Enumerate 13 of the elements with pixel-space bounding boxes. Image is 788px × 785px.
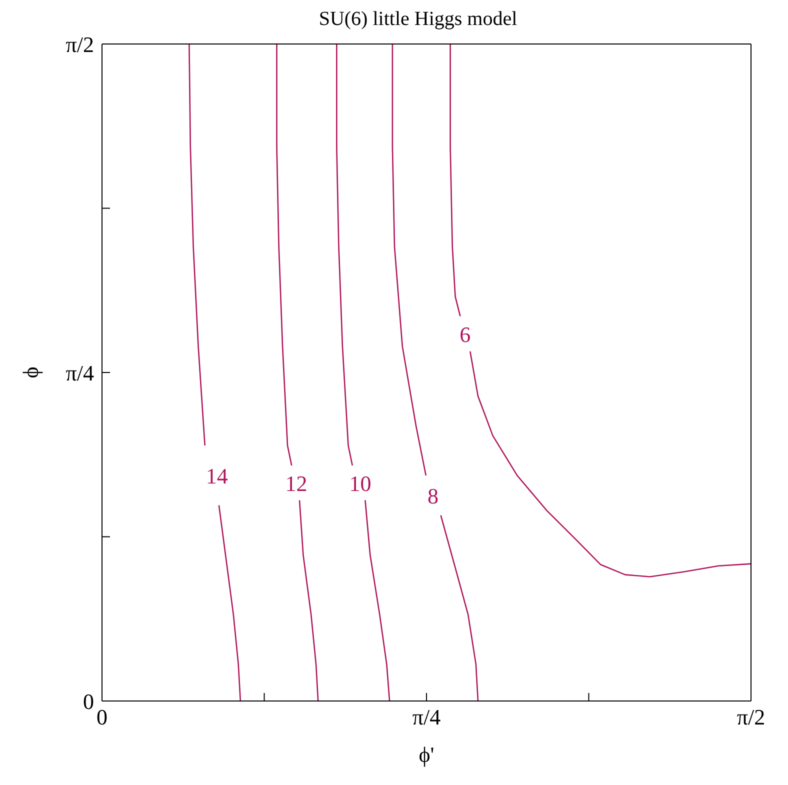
y-tick-label: 0 [83, 688, 94, 714]
series-label: 12 [285, 470, 308, 496]
x-axis-title: ϕ' [418, 742, 434, 767]
x-tick-label: π/4 [412, 704, 441, 730]
chart-title: SU(6) little Higgs model [318, 8, 518, 31]
y-tick-label: π/4 [66, 360, 94, 386]
series-label: 14 [206, 463, 228, 488]
series-label: 6 [460, 322, 471, 347]
series-label: 8 [427, 483, 438, 508]
y-tick-label: π/2 [66, 32, 94, 57]
y-axis-title: ϕ [18, 366, 43, 378]
series-label: 10 [349, 470, 372, 496]
x-tick-label: π/2 [736, 704, 766, 730]
